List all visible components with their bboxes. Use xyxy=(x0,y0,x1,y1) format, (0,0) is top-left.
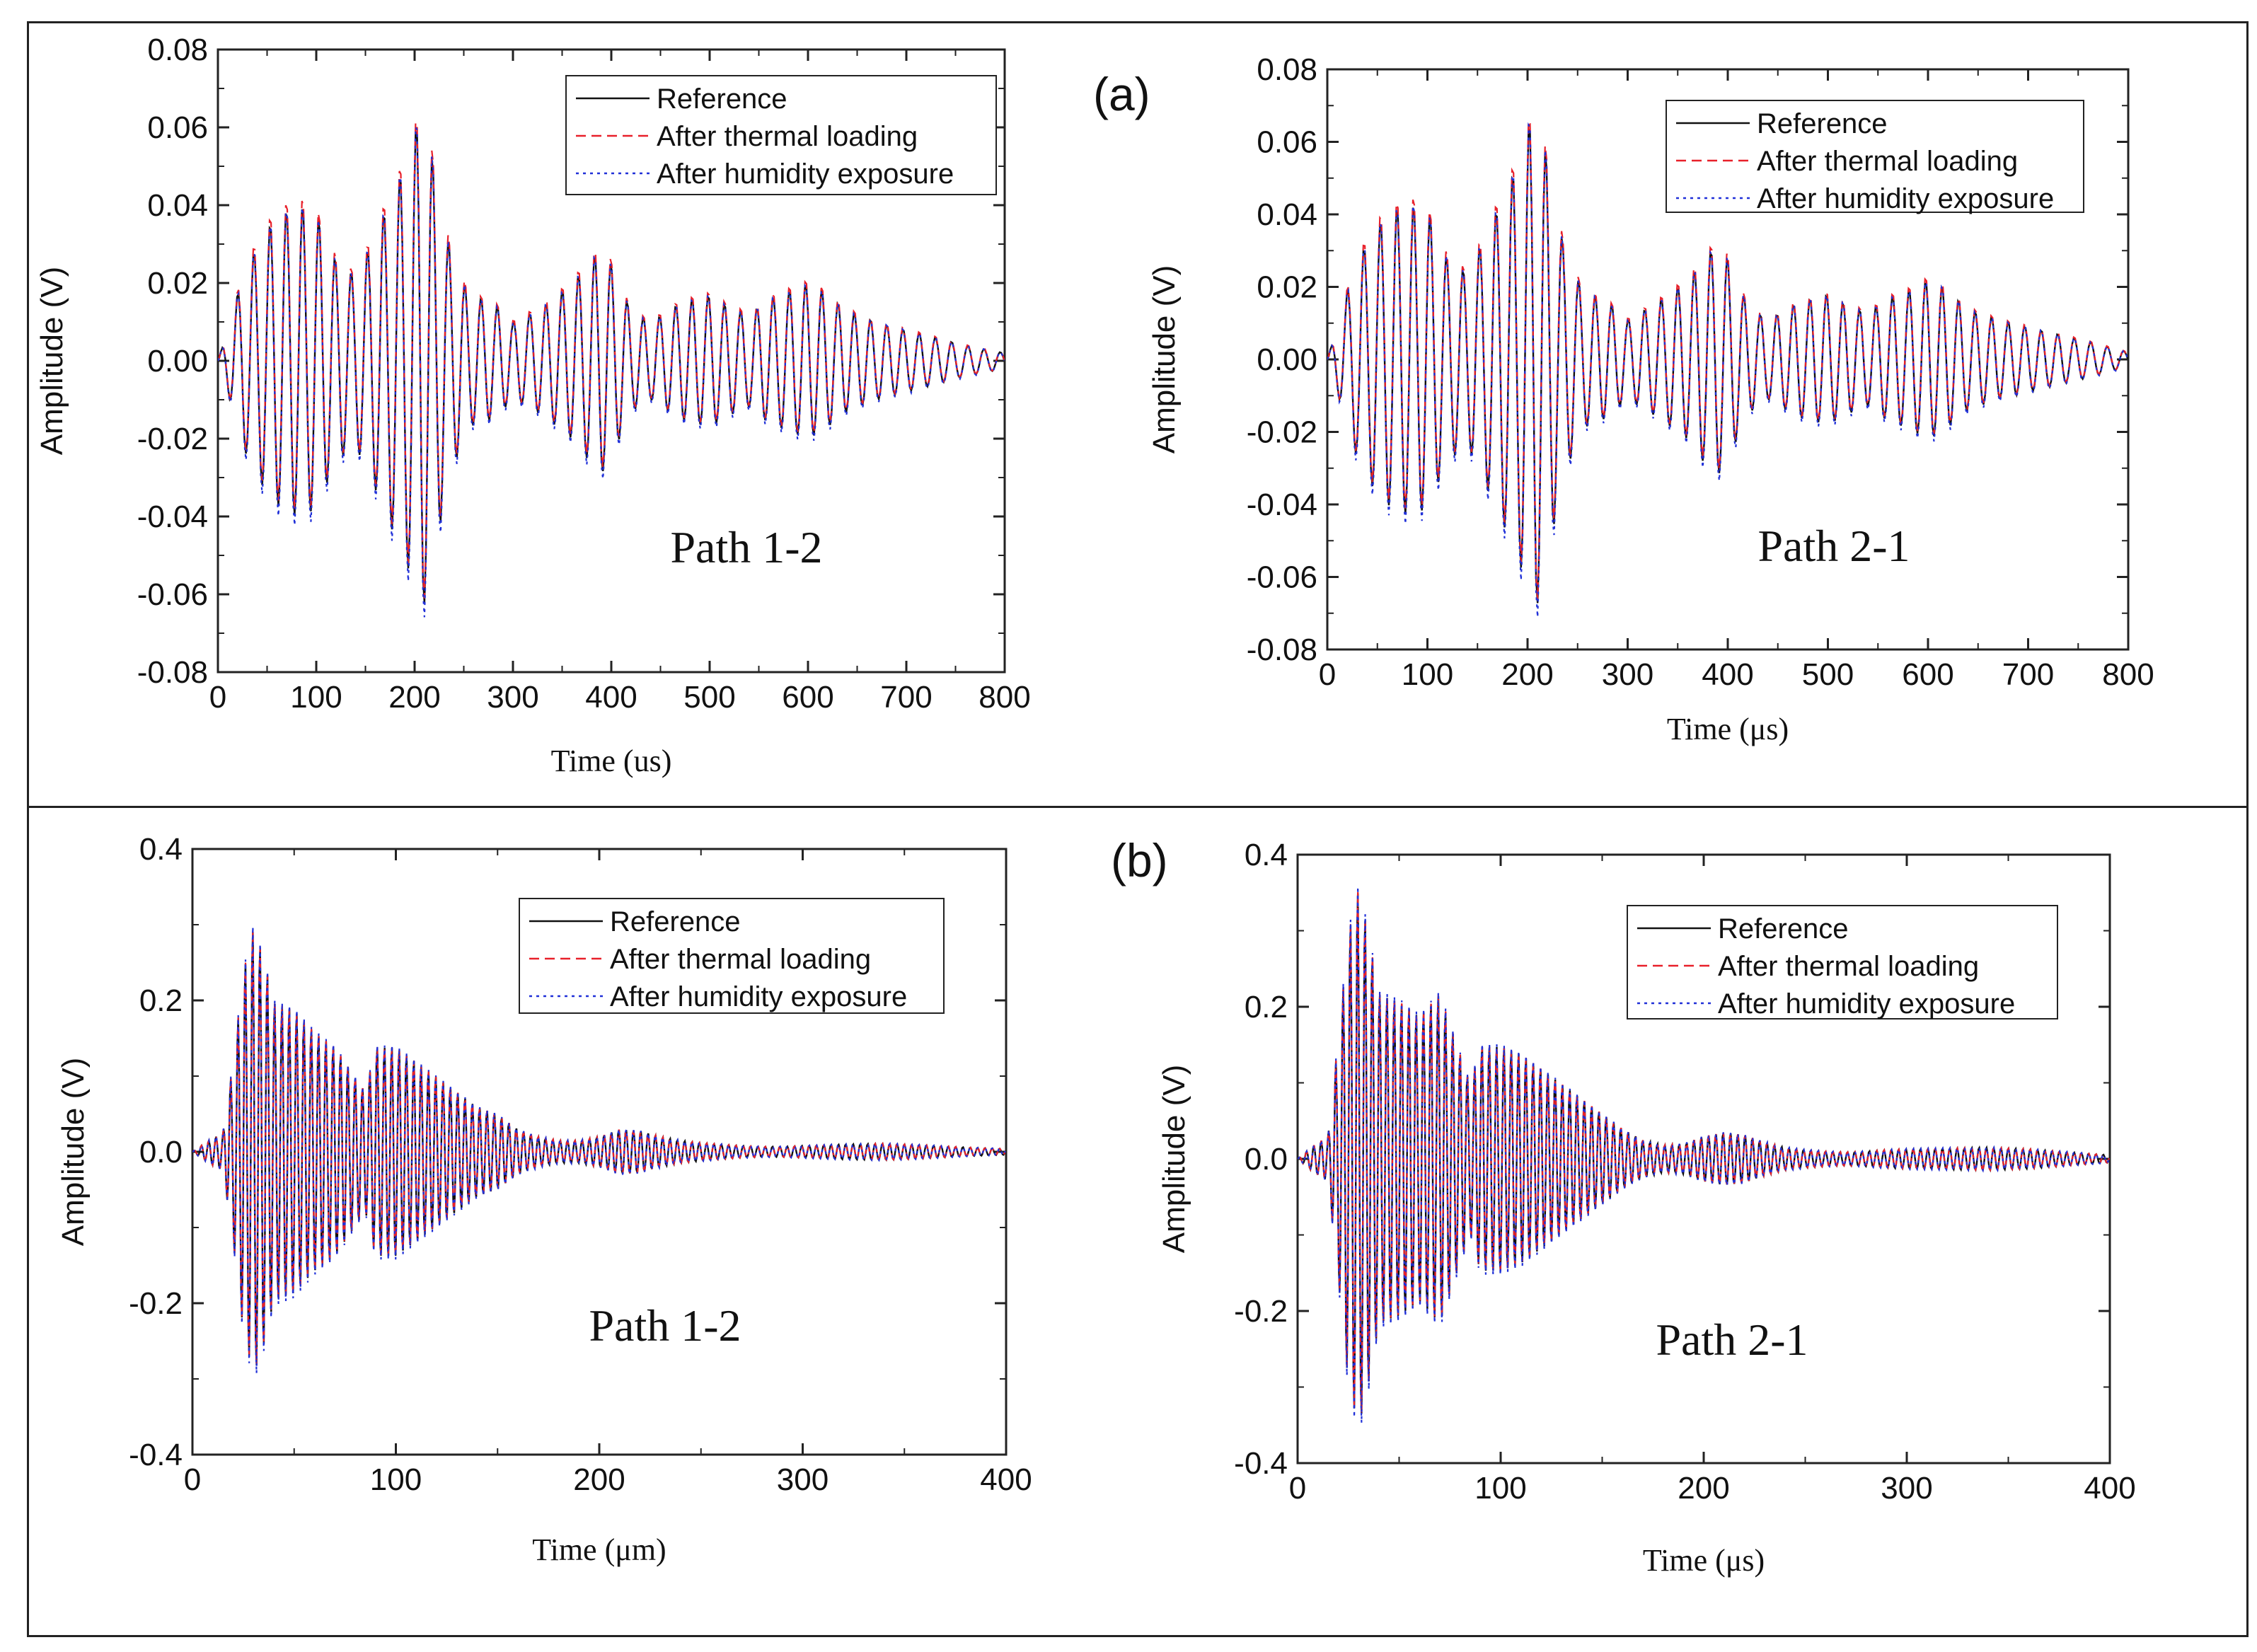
path-annotation: Path 1-2 xyxy=(589,1300,741,1351)
y-axis-title: Amplitude (V) xyxy=(56,1058,91,1247)
y-tick-label: 0.4 xyxy=(1245,838,1288,872)
y-tick-label: -0.02 xyxy=(137,422,208,456)
x-axis-title: Time (μm) xyxy=(532,1532,666,1567)
path-annotation: Path 2-1 xyxy=(1656,1315,1808,1365)
path-annotation: Path 2-1 xyxy=(1757,521,1910,571)
x-tick-label: 400 xyxy=(1702,657,1753,692)
legend-label: After thermal loading xyxy=(657,121,918,152)
y-tick-label: -0.08 xyxy=(137,655,208,690)
x-tick-label: 300 xyxy=(777,1462,829,1497)
x-tick-label: 600 xyxy=(1902,657,1953,692)
legend-label: After thermal loading xyxy=(1718,951,1979,982)
x-tick-label: 100 xyxy=(290,680,342,715)
x-tick-label: 0 xyxy=(184,1462,201,1497)
x-tick-label: 0 xyxy=(1319,657,1336,692)
y-tick-label: 0.08 xyxy=(147,33,208,67)
y-tick-label: -0.04 xyxy=(137,499,208,534)
chart-b-right: 0 100 200 300 400 -0.4 -0.2 0.0 0.2 0.4 Time (μs) A… xyxy=(1157,838,2136,1578)
y-tick-label: 0.02 xyxy=(147,266,208,301)
x-tick-label: 0 xyxy=(209,680,226,715)
series-line-humidity xyxy=(1327,122,2128,618)
panel-label-a: (a) xyxy=(1093,68,1150,120)
x-axis-title: Time (μs) xyxy=(1667,712,1789,746)
y-tick-label: -0.2 xyxy=(1234,1294,1288,1329)
legend-box xyxy=(565,75,997,195)
y-tick-label: -0.08 xyxy=(1247,633,1317,667)
y-tick-label: 0.08 xyxy=(1257,52,1317,87)
legend-label: Reference xyxy=(1757,108,1888,139)
x-tick-label: 100 xyxy=(1402,657,1453,692)
y-tick-label: 0.00 xyxy=(147,344,208,379)
y-tick-label: 0.04 xyxy=(147,188,208,223)
legend-label: After humidity exposure xyxy=(1757,183,2054,214)
y-tick-label: 0.06 xyxy=(147,110,208,145)
x-axis-title: Time (us) xyxy=(551,744,672,778)
y-tick-label: -0.06 xyxy=(137,577,208,612)
y-tick-label: 0.00 xyxy=(1257,342,1317,377)
legend-box xyxy=(1666,100,2084,213)
x-tick-label: 200 xyxy=(573,1462,625,1497)
y-tick-label: 0.2 xyxy=(1245,990,1288,1024)
series-line-reference xyxy=(218,129,1005,603)
x-tick-label: 0 xyxy=(1289,1471,1306,1506)
y-tick-label: 0.4 xyxy=(139,832,183,867)
y-tick-label: 0.06 xyxy=(1257,125,1317,160)
x-tick-label: 200 xyxy=(1501,657,1553,692)
panel-b-frame xyxy=(27,806,2249,1637)
x-tick-label: 200 xyxy=(1678,1471,1729,1506)
y-tick-label: 0.0 xyxy=(1245,1142,1288,1177)
path-annotation: Path 1-2 xyxy=(670,522,822,572)
x-tick-label: 500 xyxy=(1802,657,1854,692)
series-line-humidity xyxy=(218,125,1005,618)
x-tick-label: 500 xyxy=(683,680,735,715)
legend-label: After thermal loading xyxy=(1757,146,2018,177)
x-tick-label: 800 xyxy=(2102,657,2154,692)
y-axis-title: Amplitude (V) xyxy=(1157,1065,1191,1254)
x-tick-label: 200 xyxy=(388,680,440,715)
legend-label: After humidity exposure xyxy=(657,158,954,190)
y-tick-label: -0.06 xyxy=(1247,560,1317,595)
y-tick-label: 0.2 xyxy=(139,983,183,1018)
legend-box xyxy=(1627,905,2058,1019)
x-tick-label: 100 xyxy=(1474,1471,1526,1506)
x-tick-label: 700 xyxy=(2002,657,2054,692)
series-line-humidity xyxy=(1298,886,2110,1423)
y-tick-label: 0.04 xyxy=(1257,197,1317,232)
x-axis-title: Time (μs) xyxy=(1643,1543,1765,1578)
x-tick-label: 700 xyxy=(880,680,932,715)
legend-label: Reference xyxy=(1718,913,1849,945)
x-tick-label: 300 xyxy=(1602,657,1653,692)
x-tick-label: 300 xyxy=(487,680,538,715)
x-tick-label: 400 xyxy=(2084,1471,2135,1506)
x-tick-label: 800 xyxy=(979,680,1030,715)
chart-b-left: 0 100 200 300 400 -0.4 -0.2 0.0 0.2 0.4 Time (μm) A… xyxy=(56,832,1032,1567)
y-tick-label: -0.2 xyxy=(129,1286,183,1321)
y-tick-label: -0.04 xyxy=(1247,487,1317,522)
y-tick-label: -0.4 xyxy=(129,1438,183,1472)
chart-a-right: 0 100 200 300 400 500 600 700 800 -0.08 -0.06 -0.04… xyxy=(1147,52,2154,746)
x-tick-label: 400 xyxy=(585,680,637,715)
x-tick-label: 100 xyxy=(370,1462,422,1497)
panel-label-b: (b) xyxy=(1111,834,1168,886)
y-tick-label: -0.02 xyxy=(1247,415,1317,450)
x-tick-label: 600 xyxy=(782,680,833,715)
y-tick-label: -0.4 xyxy=(1234,1446,1288,1481)
x-tick-label: 400 xyxy=(980,1462,1032,1497)
legend-box xyxy=(519,898,945,1014)
y-tick-label: 0.02 xyxy=(1257,270,1317,305)
x-tick-label: 300 xyxy=(1881,1471,1932,1506)
series-line-humidity xyxy=(192,926,1006,1374)
y-tick-label: 0.0 xyxy=(139,1135,183,1169)
y-axis-title: Amplitude (V) xyxy=(1147,265,1182,454)
legend-label: After humidity exposure xyxy=(610,981,907,1012)
y-axis-title: Amplitude (V) xyxy=(35,267,69,456)
legend-label: Reference xyxy=(610,906,741,937)
legend-label: After humidity exposure xyxy=(1718,988,2015,1019)
legend-label: Reference xyxy=(657,83,787,115)
chart-a-left: 0 100 200 300 400 500 600 700 800 -0.08 -0.06 -0.04… xyxy=(35,33,1031,778)
legend-label: After thermal loading xyxy=(610,944,871,975)
